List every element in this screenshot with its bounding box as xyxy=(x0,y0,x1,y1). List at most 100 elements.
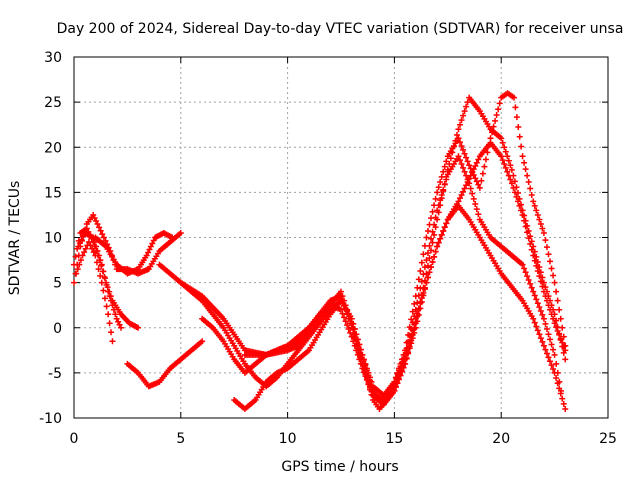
data-point xyxy=(397,372,404,379)
data-point xyxy=(460,112,467,119)
data-point xyxy=(429,239,436,246)
data-point xyxy=(103,281,110,288)
data-point xyxy=(550,315,557,322)
data-point xyxy=(539,274,546,281)
data-point xyxy=(550,366,557,373)
data-point xyxy=(438,173,445,180)
data-point xyxy=(499,157,506,164)
data-point xyxy=(414,299,421,306)
data-point xyxy=(424,249,431,256)
data-point xyxy=(415,292,422,299)
data-point xyxy=(87,242,94,249)
data-point xyxy=(464,176,471,183)
data-point xyxy=(98,279,105,286)
data-point xyxy=(418,259,425,266)
data-point xyxy=(507,176,514,183)
data-point xyxy=(550,272,557,279)
data-series xyxy=(71,90,569,412)
data-point xyxy=(76,261,83,268)
data-point xyxy=(556,306,563,313)
data-point xyxy=(110,306,117,313)
data-point xyxy=(531,248,538,255)
data-point xyxy=(437,179,444,186)
data-point xyxy=(551,311,558,318)
data-point xyxy=(463,103,470,110)
data-point xyxy=(365,369,372,376)
data-point xyxy=(71,279,77,286)
data-point xyxy=(350,320,357,327)
data-point xyxy=(525,228,532,235)
data-point xyxy=(89,245,96,252)
data-point xyxy=(475,181,482,188)
chart-title: Day 200 of 2024, Sidereal Day-to-day VTE… xyxy=(57,21,624,37)
data-point xyxy=(85,239,92,246)
data-point xyxy=(75,243,82,250)
data-point xyxy=(344,322,351,329)
data-point xyxy=(403,345,410,352)
data-point xyxy=(527,185,534,192)
data-point xyxy=(516,195,523,202)
data-point xyxy=(338,288,344,295)
data-point xyxy=(501,144,508,151)
data-point xyxy=(528,238,535,245)
data-point xyxy=(408,337,415,344)
data-point xyxy=(553,317,560,324)
x-tick-labels: 0 5 10 15 20 25 xyxy=(70,431,617,447)
data-point xyxy=(397,363,404,370)
data-point xyxy=(505,157,512,164)
data-point xyxy=(530,243,537,250)
data-point xyxy=(108,297,115,304)
data-point xyxy=(508,166,515,173)
data-point xyxy=(481,163,488,170)
data-point xyxy=(525,277,532,284)
data-point xyxy=(553,360,560,367)
data-point xyxy=(455,198,462,205)
data-point xyxy=(539,338,546,345)
data-point xyxy=(542,284,549,291)
data-point xyxy=(463,154,470,161)
data-point xyxy=(560,400,567,407)
data-point xyxy=(417,268,424,275)
series-trace-3 xyxy=(73,239,116,345)
data-point xyxy=(547,297,554,304)
data-point xyxy=(545,251,552,258)
data-point xyxy=(96,224,103,231)
data-point xyxy=(97,257,104,264)
data-point xyxy=(149,240,156,247)
data-point xyxy=(77,257,84,264)
data-point xyxy=(472,175,479,182)
data-point xyxy=(460,188,467,195)
data-point xyxy=(519,261,526,268)
data-point xyxy=(443,158,450,165)
data-point xyxy=(556,330,563,337)
data-point xyxy=(533,323,540,330)
data-point xyxy=(528,246,535,253)
data-point xyxy=(537,269,544,276)
data-point xyxy=(536,304,543,311)
data-point xyxy=(514,190,521,197)
data-point xyxy=(443,176,450,183)
data-point xyxy=(93,243,100,250)
data-point xyxy=(553,375,560,382)
data-point xyxy=(495,106,502,113)
data-point xyxy=(135,324,142,331)
data-point xyxy=(100,287,107,294)
data-point xyxy=(498,135,505,142)
data-point xyxy=(548,341,555,348)
data-point xyxy=(511,178,518,185)
y-tick-label: 10 xyxy=(44,231,62,247)
data-point xyxy=(521,212,528,219)
data-point xyxy=(511,94,518,101)
data-point xyxy=(524,222,531,229)
data-point xyxy=(457,195,464,202)
data-point xyxy=(557,336,564,343)
data-point xyxy=(533,296,540,303)
data-point xyxy=(551,279,558,286)
data-point xyxy=(440,168,447,175)
x-tick-label: 15 xyxy=(385,431,403,447)
data-point xyxy=(536,331,543,338)
data-point xyxy=(467,185,474,192)
data-point xyxy=(469,168,476,175)
data-point xyxy=(418,278,425,285)
data-point xyxy=(489,129,496,136)
